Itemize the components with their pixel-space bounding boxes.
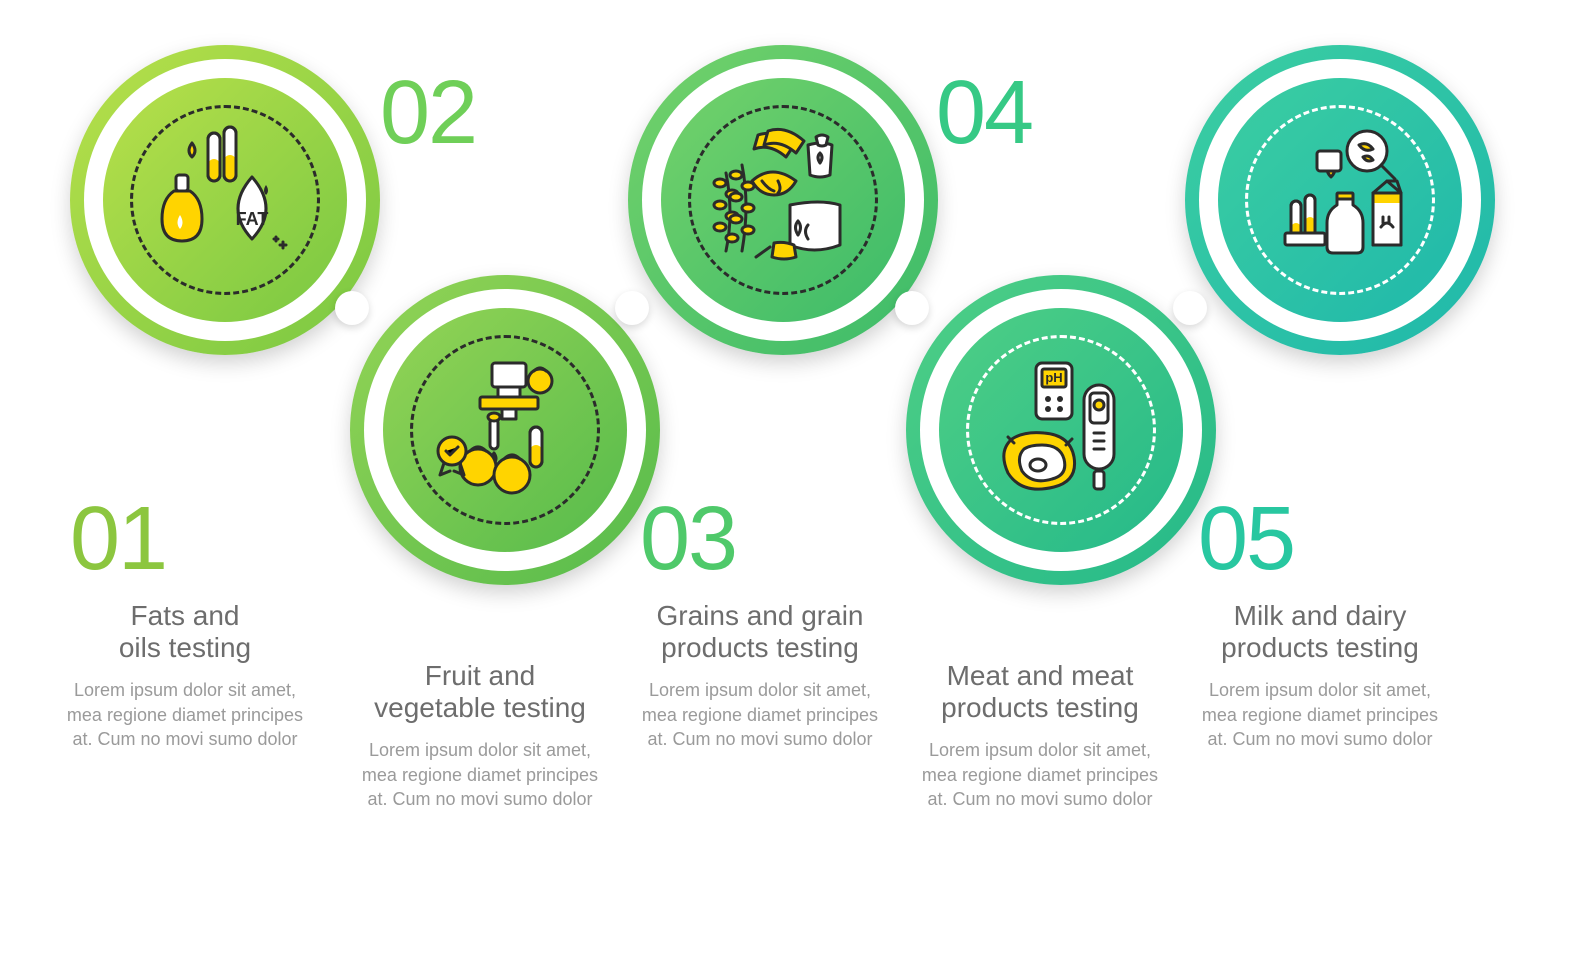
step-number-2: 02 (380, 62, 476, 165)
fats-icon: FAT (140, 115, 310, 285)
step-body-4: Lorem ipsum dolor sit amet, mea regione … (910, 738, 1170, 811)
step-title-3: Grains and grainproducts testing (630, 600, 890, 664)
step-number-1: 01 (70, 488, 166, 591)
step-body-1: Lorem ipsum dolor sit amet, mea regione … (60, 678, 310, 751)
svg-text:pH: pH (1045, 370, 1062, 385)
step-title-5: Milk and dairyproducts testing (1190, 600, 1450, 664)
connector-dot-1 (335, 291, 369, 325)
svg-text:FAT: FAT (236, 209, 269, 229)
step-number-3: 03 (640, 488, 736, 591)
connector-dot-4 (1173, 291, 1207, 325)
fruit-icon (420, 345, 590, 515)
dairy-icon (1255, 115, 1425, 285)
step-text-1: Fats andoils testing Lorem ipsum dolor si… (60, 600, 310, 751)
step-body-2: Lorem ipsum dolor sit amet, mea regione … (350, 738, 610, 811)
meat-icon: pH (976, 345, 1146, 515)
step-text-2: Fruit andvegetable testing Lorem ipsum do… (350, 660, 610, 811)
step-text-5: Milk and dairyproducts testing Lorem ipsu… (1190, 600, 1450, 751)
step-body-3: Lorem ipsum dolor sit amet, mea regione … (630, 678, 890, 751)
step-text-4: Meat and meatproducts testing Lorem ipsum… (910, 660, 1170, 811)
step-title-4: Meat and meatproducts testing (910, 660, 1170, 724)
step-body-5: Lorem ipsum dolor sit amet, mea regione … (1190, 678, 1450, 751)
connector-dot-3 (895, 291, 929, 325)
step-title-1: Fats andoils testing (60, 600, 310, 664)
step-text-3: Grains and grainproducts testing Lorem ip… (630, 600, 890, 751)
step-number-4: 04 (936, 62, 1032, 165)
connector-dot-2 (615, 291, 649, 325)
step-number-5: 05 (1198, 488, 1294, 591)
step-title-2: Fruit andvegetable testing (350, 660, 610, 724)
infographic-stage: FAT 01 Fats andoils testing Lorem ipsum dol… (0, 0, 1569, 980)
grains-icon (698, 115, 868, 285)
